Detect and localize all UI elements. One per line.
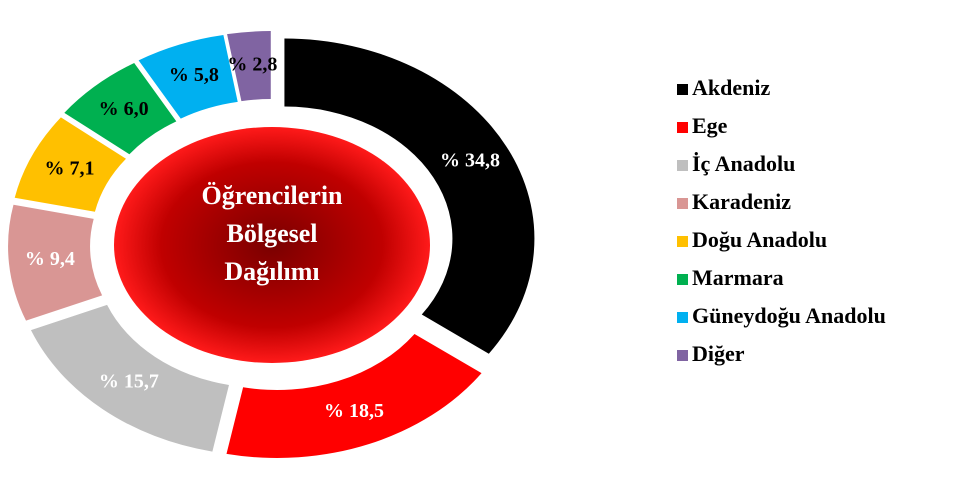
slice [30, 304, 229, 452]
legend-swatch [677, 198, 688, 209]
slice [14, 117, 126, 212]
slices [8, 31, 535, 459]
legend-swatch [677, 160, 688, 171]
legend-swatch [677, 84, 688, 95]
legend-label: Diğer [692, 341, 745, 366]
data-label: % 9,4 [25, 248, 75, 270]
data-label: % 5,8 [169, 64, 219, 86]
slice [138, 34, 238, 119]
slice [226, 334, 482, 459]
title-line: Bölgesel [227, 219, 318, 248]
legend-label: İç Anadolu [692, 151, 795, 176]
legend-swatch [677, 350, 688, 361]
data-label: % 34,8 [440, 150, 500, 172]
data-label: % 2,8 [227, 53, 277, 75]
legend-label: Güneydoğu Anadolu [692, 303, 886, 328]
legend-swatch [677, 122, 688, 133]
data-label: % 15,7 [99, 371, 159, 393]
legend-label: Marmara [692, 265, 784, 290]
center-disc [114, 127, 430, 363]
legend-swatch [677, 312, 688, 323]
legend-label: Ege [692, 113, 728, 138]
legend-swatch [677, 236, 688, 247]
data-label: % 7,1 [44, 157, 94, 179]
legend-swatch [677, 274, 688, 285]
data-label: % 18,5 [324, 400, 384, 422]
legend-label: Akdeniz [692, 75, 770, 100]
slice [64, 62, 177, 155]
title-line: Dağılımı [224, 257, 319, 286]
slice [8, 204, 103, 321]
slice [284, 38, 535, 354]
data-label: % 6,0 [99, 98, 149, 120]
legend-label: Doğu Anadolu [692, 227, 827, 252]
title-line: Öğrencilerin [201, 181, 343, 210]
legend-label: Karadeniz [692, 189, 791, 214]
slice [227, 31, 271, 102]
